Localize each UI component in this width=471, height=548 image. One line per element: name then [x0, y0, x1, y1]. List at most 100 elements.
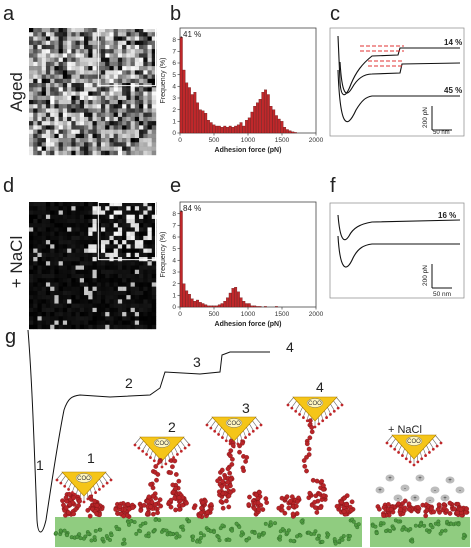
map-pixel [113, 202, 119, 207]
map-pixel [58, 265, 64, 270]
map-pixel [113, 133, 119, 139]
map-pixel [105, 282, 110, 287]
map-pixel [117, 61, 123, 67]
y-tick-label: 6 [172, 234, 176, 241]
map-pixel [96, 286, 102, 292]
map-pixel [130, 303, 136, 309]
map-pixel [139, 231, 144, 237]
map-pixel [41, 303, 47, 309]
brush-bead [356, 522, 361, 527]
map-pixel [45, 142, 51, 147]
map-pixel [126, 273, 131, 279]
map-pixel [45, 210, 51, 215]
polymer-bead [348, 508, 354, 513]
map-pixel [88, 299, 93, 304]
map-pixel [143, 87, 148, 92]
map-pixel [54, 324, 59, 330]
map-pixel [147, 261, 152, 266]
map-pixel [113, 244, 119, 249]
map-pixel [58, 231, 64, 237]
map-pixel [33, 138, 38, 143]
polymer-bead [458, 506, 464, 512]
brush-bead [153, 517, 158, 522]
map-pixel [143, 282, 148, 287]
map-pixel [92, 49, 97, 54]
x-tick-label: 1500 [275, 137, 290, 144]
polymer-bead [225, 466, 231, 472]
histogram-bar [275, 306, 278, 308]
map-pixel [100, 121, 106, 126]
map-pixel [113, 286, 119, 292]
map-pixel [113, 28, 119, 33]
map-pixel [84, 150, 89, 156]
map-pixel [88, 44, 93, 50]
map-pixel [33, 74, 38, 79]
map-pixel [113, 235, 119, 241]
map-pixel [50, 252, 55, 258]
map-pixel [54, 133, 59, 139]
map-pixel [100, 210, 106, 215]
map-pixel [100, 303, 106, 309]
map-pixel [37, 227, 42, 232]
map-pixel [41, 261, 47, 266]
map-pixel [79, 202, 85, 207]
map-pixel [54, 299, 59, 304]
map-pixel [105, 74, 110, 79]
map-pixel [134, 53, 140, 58]
map-pixel [41, 202, 47, 207]
polymer-bead [244, 455, 250, 460]
map-pixel [62, 312, 68, 317]
map-pixel [37, 121, 42, 126]
map-pixel [37, 138, 42, 143]
map-pixel [113, 303, 119, 309]
map-pixel [62, 66, 68, 71]
histogram-bar [193, 301, 197, 308]
ligand-head [412, 463, 416, 467]
map-pixel [92, 231, 97, 237]
map-pixel [29, 265, 34, 270]
brush-bead [237, 524, 242, 529]
map-pixel [79, 307, 85, 313]
map-pixel [109, 252, 114, 258]
map-pixel [143, 227, 148, 232]
histogram-bar [275, 115, 278, 134]
map-pixel [100, 202, 106, 207]
map-pixel [117, 53, 123, 58]
map-pixel [143, 146, 148, 151]
map-pixel [50, 248, 55, 253]
map-pixel [88, 146, 93, 151]
map-pixel [105, 133, 110, 139]
brush-bead [408, 527, 413, 532]
map-pixel [139, 299, 144, 304]
map-pixel [151, 146, 157, 151]
map-pixel [126, 324, 131, 330]
map-pixel [67, 78, 72, 84]
map-pixel [92, 133, 97, 139]
polymer-bead [436, 502, 442, 508]
ligand-head [298, 413, 301, 416]
ligand-head [217, 433, 220, 436]
map-pixel [45, 78, 51, 84]
map-pixel [37, 273, 42, 279]
map-pixel [117, 104, 123, 109]
map-pixel [62, 121, 68, 126]
map-pixel [50, 257, 55, 262]
map-pixel [117, 307, 123, 313]
map-pixel [96, 138, 102, 143]
map-pixel [134, 74, 140, 79]
map-pixel [33, 61, 38, 67]
map-pixel [79, 257, 85, 262]
map-pixel [54, 320, 59, 325]
map-pixel [29, 53, 34, 58]
map-pixel [122, 99, 127, 105]
map-pixel [105, 261, 110, 266]
map-pixel [130, 278, 136, 283]
map-pixel [147, 91, 152, 96]
brush-bead [93, 528, 98, 533]
map-pixel [54, 265, 59, 270]
polymer-bead [431, 509, 437, 515]
map-pixel [134, 202, 140, 207]
map-pixel [92, 66, 97, 71]
map-pixel [92, 235, 97, 241]
